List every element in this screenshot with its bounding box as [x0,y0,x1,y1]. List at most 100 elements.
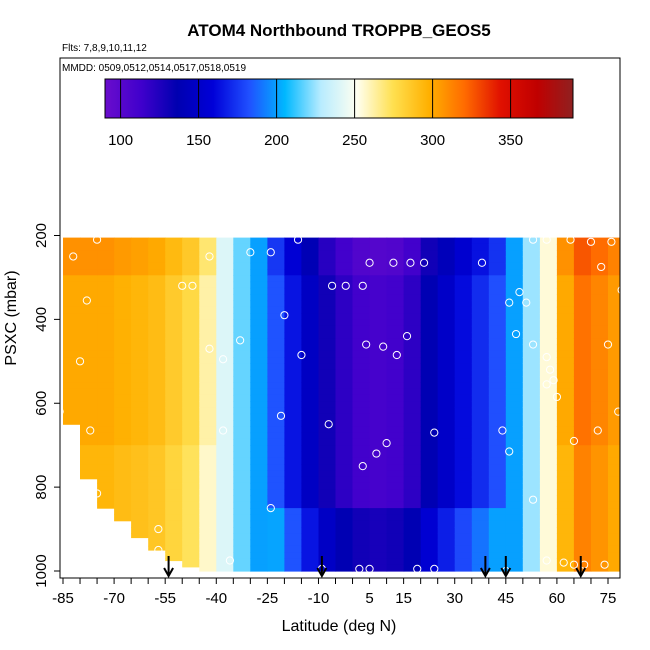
heatmap-cell [301,445,319,453]
x-tick-label: 45 [497,590,514,607]
heatmap-cell [369,464,388,471]
heatmap-cell [284,426,302,434]
heatmap-cell [148,539,166,547]
heatmap-cell [148,476,166,484]
heatmap-cell [352,350,371,358]
heatmap-cell [318,508,337,515]
heatmap-cell [301,438,319,446]
heatmap-cell [625,401,639,408]
heatmap-cell [165,445,183,453]
heatmap-cell [386,287,405,295]
heatmap-cell [352,533,371,541]
heatmap-cell [488,558,507,566]
heatmap-cell [539,319,558,327]
heatmap-cell [165,250,183,258]
heatmap-cell [233,520,251,528]
heatmap-cell [522,332,541,339]
heatmap-cell [335,382,354,390]
heatmap-cell [437,262,456,270]
heatmap-cell [182,495,200,503]
heatmap-cell [539,237,558,245]
heatmap-cell [522,237,541,245]
heatmap-cell [148,269,166,276]
heatmap-cell [97,388,115,396]
heatmap-cell [505,539,524,547]
heatmap-cell [233,357,251,364]
heatmap-cell [335,413,354,421]
heatmap-cell [522,514,541,522]
heatmap-cell [608,382,620,390]
heatmap-cell [199,501,217,509]
heatmap-cell [80,256,98,264]
heatmap-cell [471,539,490,547]
heatmap-cell [182,464,200,471]
heatmap-cell [318,394,337,402]
heatmap-cell [233,420,251,427]
heatmap-cell [182,470,200,478]
heatmap-cell [471,533,490,541]
heatmap-cell [63,250,81,258]
heatmap-cell [131,413,149,421]
heatmap-cell [573,325,592,333]
heatmap-cell [437,545,456,553]
heatmap-cell [454,376,473,383]
heatmap-cell [216,325,234,333]
heatmap-cell [420,250,439,258]
heatmap-cell [591,476,609,484]
heatmap-cell [267,281,285,289]
heatmap-cell [97,407,115,415]
heatmap-cell [233,325,251,333]
heatmap-cell [233,438,251,446]
heatmap-cell [301,464,319,471]
observed-point [341,281,350,290]
heatmap-cell [420,394,439,402]
heatmap-cell [403,401,422,409]
heatmap-cell [639,389,650,396]
heatmap-cell [233,243,251,251]
heatmap-cell [216,243,234,251]
heatmap-cell [454,250,473,258]
heatmap-cell [403,533,422,541]
heatmap-cell [267,401,285,409]
heatmap-cell [437,420,456,427]
heatmap-cell [420,344,439,352]
heatmap-cell [97,287,115,295]
heatmap-cell [454,407,473,415]
heatmap-cell [131,426,149,434]
heatmap-cell [591,558,609,566]
heatmap-cell [80,363,98,371]
heatmap-cell [386,344,405,352]
heatmap-cell [318,552,337,559]
heatmap-cell [165,382,183,390]
heatmap-cell [539,501,558,509]
heatmap-cell [608,294,620,302]
heatmap-cell [318,256,337,264]
heatmap-cell [437,501,456,509]
heatmap-cell [386,558,405,566]
heatmap-cell [386,237,405,245]
observed-point [154,545,163,555]
heatmap-cell [182,508,200,515]
heatmap-cell [284,451,302,459]
heatmap-cell [471,319,490,327]
heatmap-cell [386,464,405,471]
heatmap-cell [80,407,98,415]
heatmap-cell [539,539,558,547]
heatmap-cell [471,520,490,528]
heatmap-cell [471,256,490,264]
colorbar-tick-label: 350 [498,132,523,149]
heatmap-cell [420,256,439,264]
observed-point [60,407,64,416]
heatmap-cell [233,514,251,522]
heatmap-cell [522,357,541,364]
heatmap-cell [97,369,115,377]
heatmap-cell [80,457,98,465]
heatmap-cell [539,451,558,459]
heatmap-cell [625,357,639,364]
heatmap-cell [352,432,371,440]
heatmap-cell [625,244,639,251]
heatmap-cell [454,338,473,346]
heatmap-cell [148,237,166,245]
heatmap-cell [369,376,388,383]
heatmap-cell [539,438,558,446]
